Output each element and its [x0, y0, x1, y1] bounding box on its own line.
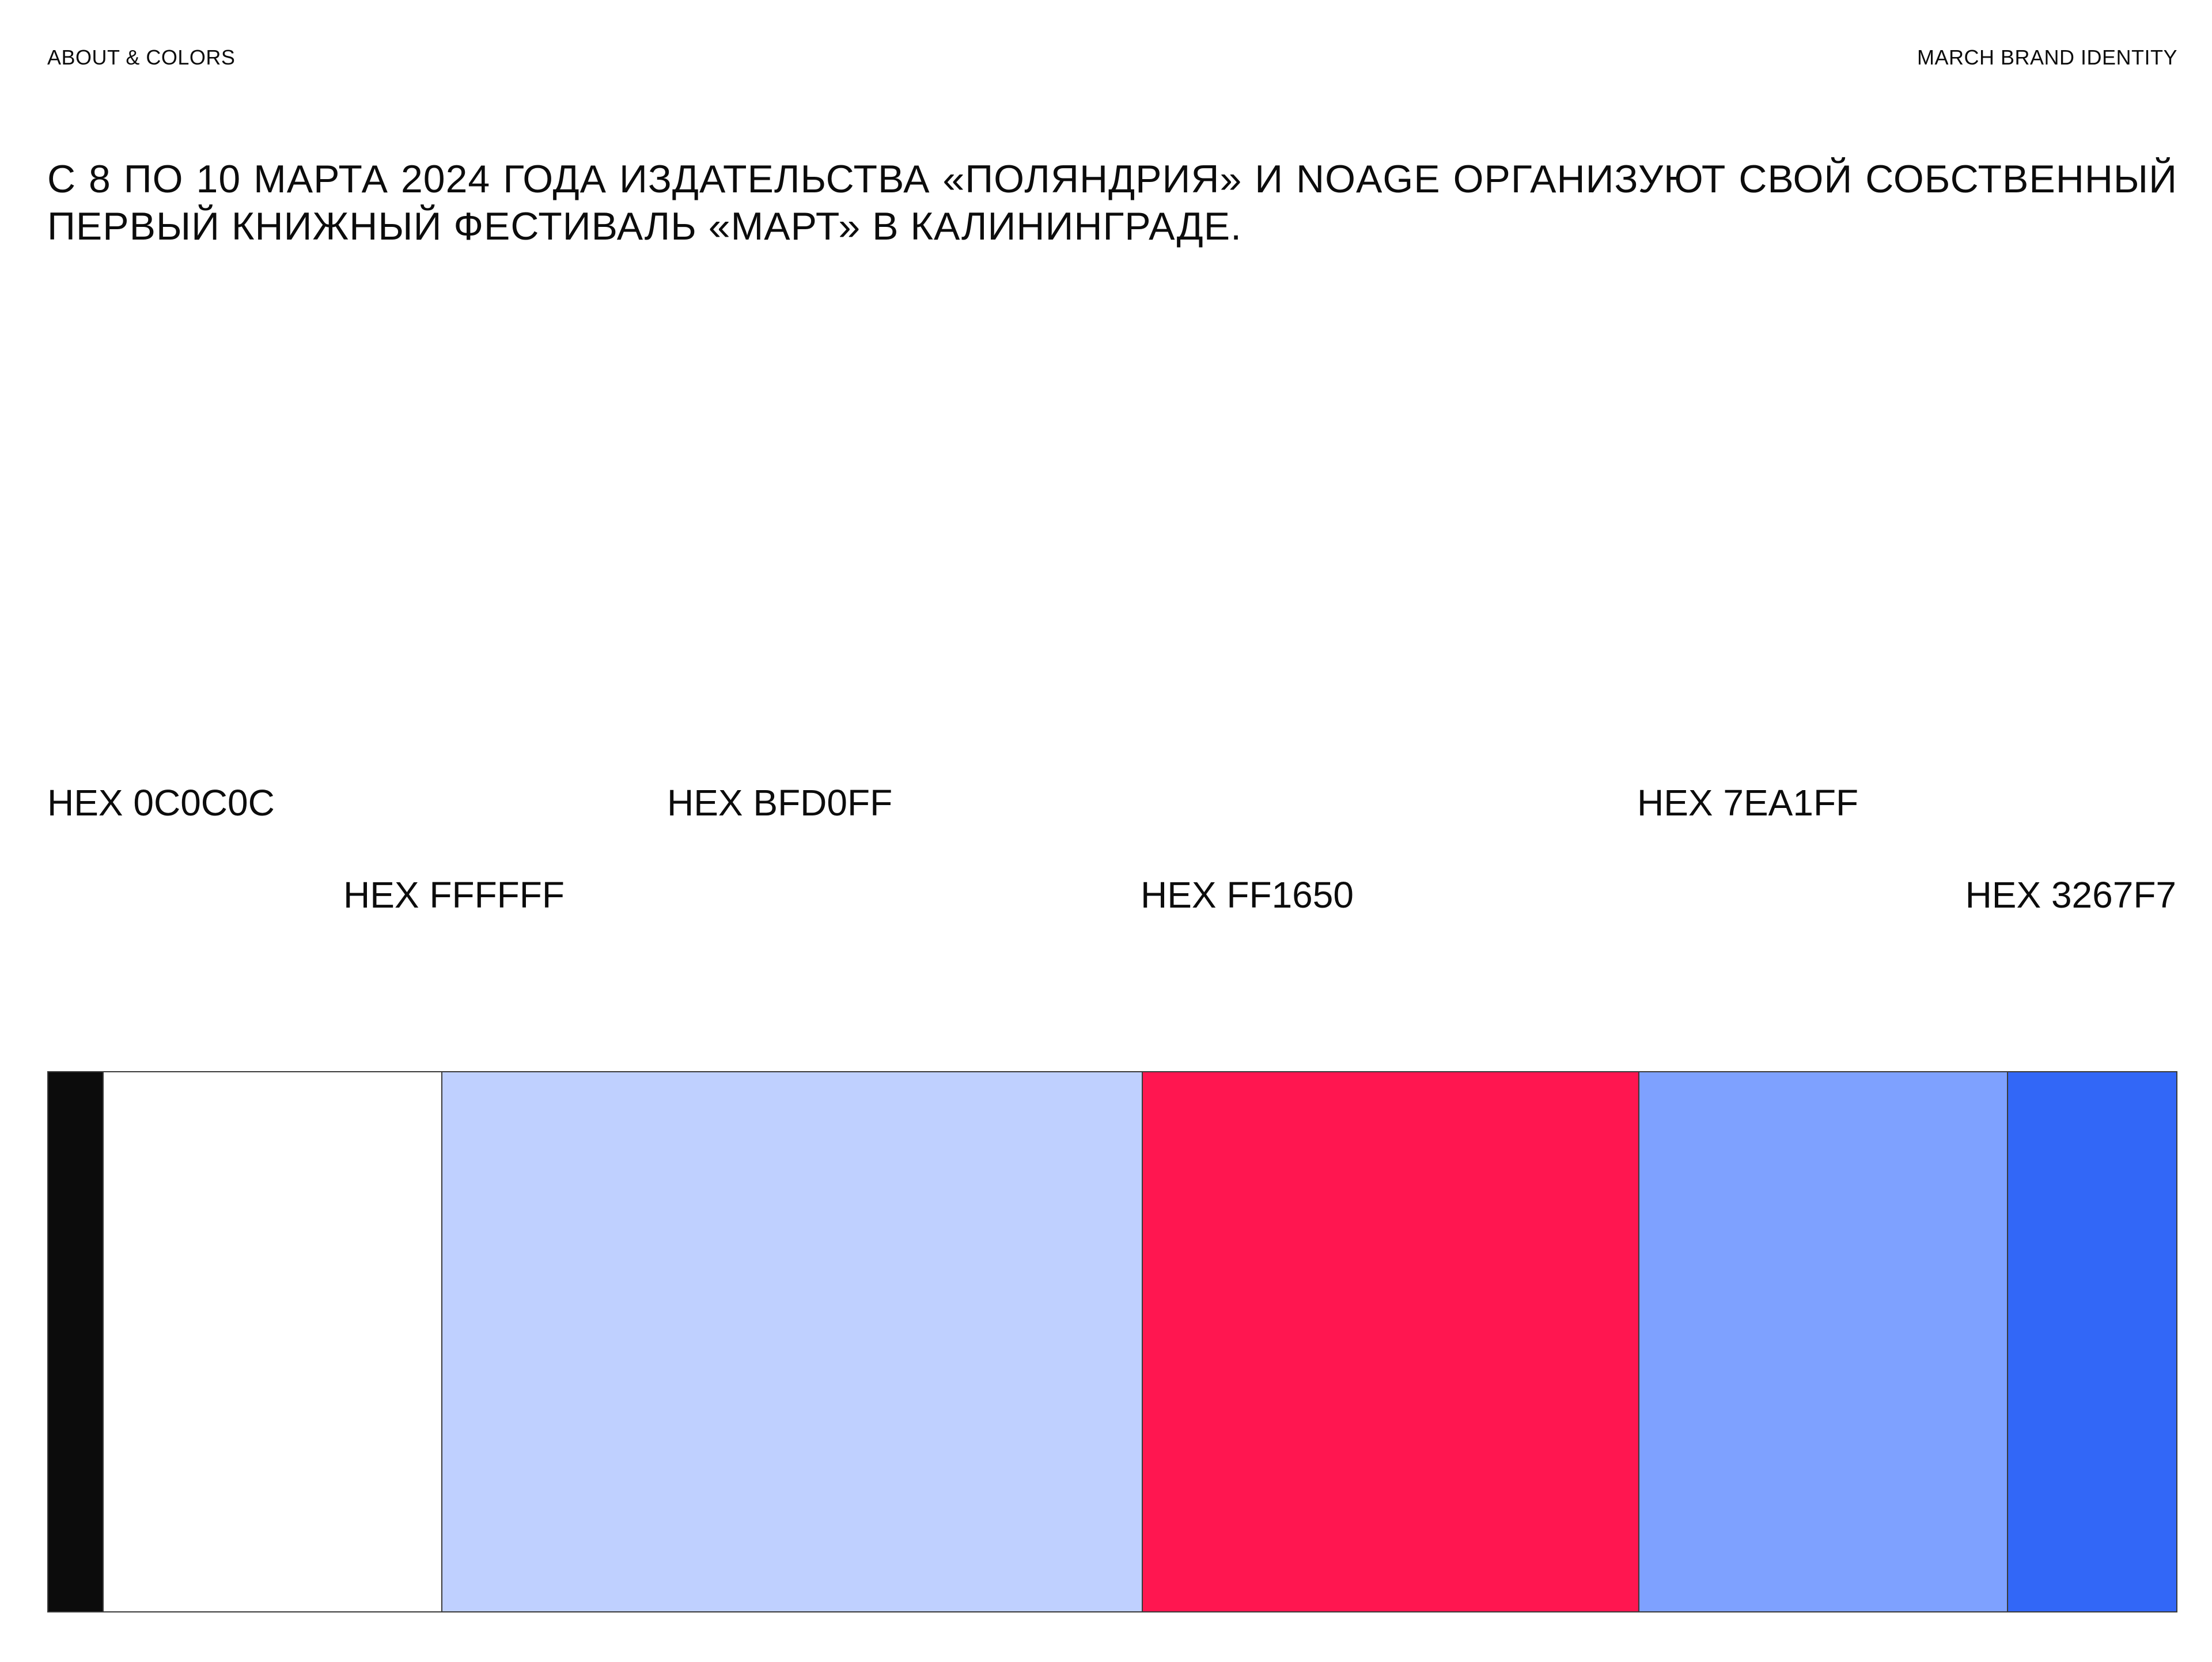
swatch-3267f7: [2007, 1072, 2176, 1611]
swatch-ffffff: [103, 1072, 441, 1611]
swatch-7ea1ff: [1638, 1072, 2007, 1611]
hex-label-3267f7: HEX 3267F7: [1965, 874, 2176, 916]
hex-label-7ea1ff: HEX 7EA1FF: [1637, 782, 1859, 824]
intro-text: С 8 ПО 10 МАРТА 2024 ГОДА ИЗДАТЕЛЬСТВА «…: [47, 155, 2177, 250]
intro-line-1: С 8 ПО 10 МАРТА 2024 ГОДА ИЗДАТЕЛЬСТВА «…: [47, 157, 2177, 201]
color-palette-strip: [47, 1071, 2177, 1612]
hex-label-bfd0ff: HEX BFD0FF: [667, 782, 893, 824]
hex-label-0c0c0c: HEX 0C0C0C: [47, 782, 275, 824]
swatch-ff1650: [1142, 1072, 1638, 1611]
intro-line-2: ПЕРВЫЙ КНИЖНЫЙ ФЕСТИВАЛЬ «МАРТ» В КАЛИНИ…: [47, 204, 1242, 248]
section-label: ABOUT & COLORS: [47, 45, 236, 69]
swatch-bfd0ff: [441, 1072, 1142, 1611]
hex-label-ff1650: HEX FF1650: [1141, 874, 1354, 916]
brand-title: MARCH BRAND IDENTITY: [1916, 45, 2177, 69]
hex-label-ffffff: HEX FFFFFF: [343, 874, 565, 916]
swatch-0c0c0c: [48, 1072, 103, 1611]
